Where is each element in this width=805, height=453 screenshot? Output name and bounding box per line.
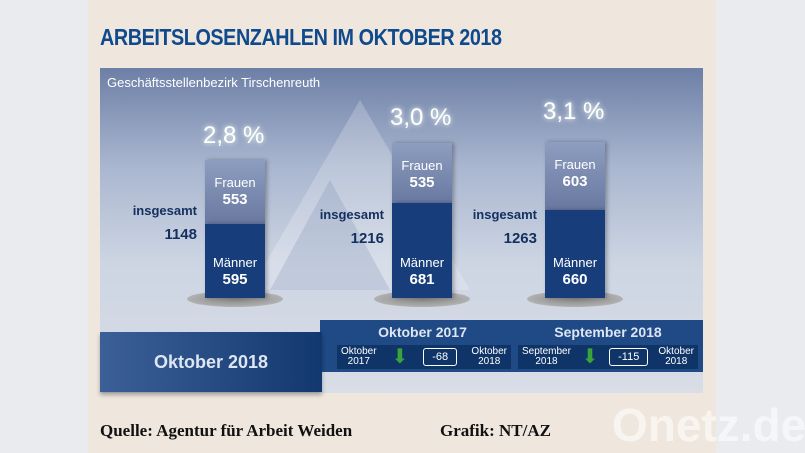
bar-maenner: Männer 595 [205,224,265,298]
watermark-logo: Onetz.de [612,399,805,451]
frauen-value: 535 [409,174,435,191]
source-text: Quelle: Agentur für Arbeit Weiden [100,421,353,440]
district-subtitle: Geschäftsstellenbezirk Tirschenreuth [107,75,321,90]
maenner-label: Männer [212,255,258,270]
total-label: insgesamt 1148 [107,203,197,243]
frauen-label: Frauen [214,175,256,190]
credit-text: Grafik: NT/AZ [440,421,551,440]
current-month-band: Oktober 2018 [100,332,322,392]
bar-frauen: Frauen 535 [392,143,452,203]
bar-maenner: Männer 660 [545,210,605,298]
insgesamt-label: insgesamt [132,203,197,218]
percent-label: 3,0 % [390,104,452,131]
frauen-label: Frauen [554,157,596,172]
comparison-heading: September 2018 [554,324,662,340]
arrow-down-icon: ⬇ [391,346,409,368]
insgesamt-label: insgesamt [472,207,537,222]
comparison-row: Oktober 2017 ⬇ -68 Oktober 2018 [337,345,511,369]
from-period: Oktober 2017 [341,346,377,367]
percent-label: 3,1 % [543,98,605,125]
comparison-heading: Oktober 2017 [378,324,467,340]
total-value: 1263 [503,230,537,247]
maenner-value: 660 [562,271,588,288]
maenner-value: 681 [409,271,435,288]
maenner-value: 595 [222,271,248,288]
maenner-label: Männer [552,255,598,270]
total-label: insgesamt 1263 [447,207,537,247]
total-value: 1216 [350,230,384,247]
to-period: Oktober 2018 [658,346,694,367]
to-period: Oktober 2018 [471,346,507,367]
bar-frauen: Frauen 553 [205,160,265,224]
delta-value: -68 [423,348,458,366]
maenner-label: Männer [399,255,445,270]
frauen-value: 553 [222,191,248,208]
frauen-label: Frauen [401,158,443,173]
percent-label: 2,8 % [203,122,265,149]
decorative-triangle [270,180,390,290]
total-label: insgesamt 1216 [294,207,384,247]
frauen-value: 603 [562,173,588,190]
page-title: ARBEITSLOSENZAHLEN IM OKTOBER 2018 [100,24,502,50]
total-value: 1148 [164,226,197,243]
bar-frauen: Frauen 603 [545,142,605,210]
from-period: September 2018 [522,346,571,367]
insgesamt-label: insgesamt [319,207,384,222]
delta-value: -115 [609,348,649,366]
comparison-row: September 2018 ⬇ -115 Oktober 2018 [518,345,698,369]
arrow-down-icon: ⬇ [581,346,599,368]
bar-maenner: Männer 681 [392,203,452,298]
